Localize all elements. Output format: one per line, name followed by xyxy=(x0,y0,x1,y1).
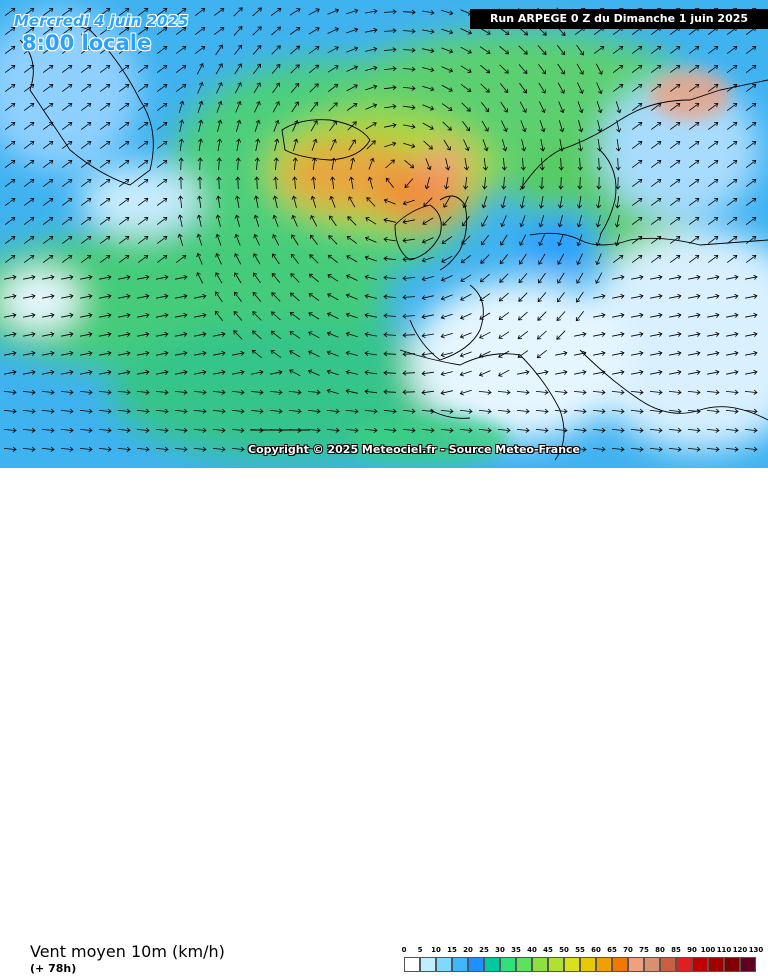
map-title: Vent moyen 10m (km/h) xyxy=(30,942,225,961)
legend-label: 0 xyxy=(402,946,407,954)
forecast-time: 8:00 locale xyxy=(22,31,151,55)
legend-swatch xyxy=(516,957,532,972)
legend-label: 130 xyxy=(749,946,764,954)
legend-swatch xyxy=(564,957,580,972)
legend-label: 40 xyxy=(527,946,537,954)
legend-label: 20 xyxy=(463,946,473,954)
legend-label: 15 xyxy=(447,946,457,954)
legend-label: 55 xyxy=(575,946,585,954)
legend-label: 75 xyxy=(639,946,649,954)
legend-swatch xyxy=(724,957,740,972)
copyright-text: Copyright © 2025 Meteociel.fr - Source M… xyxy=(248,443,580,456)
legend-label: 120 xyxy=(733,946,748,954)
legend-swatch xyxy=(436,957,452,972)
legend-swatch xyxy=(468,957,484,972)
legend-label: 100 xyxy=(701,946,716,954)
legend-swatch xyxy=(612,957,628,972)
legend-swatch xyxy=(596,957,612,972)
legend-swatch xyxy=(708,957,724,972)
legend-label: 70 xyxy=(623,946,633,954)
lead-time: (+ 78h) xyxy=(30,962,76,975)
legend-label: 50 xyxy=(559,946,569,954)
legend-swatch xyxy=(500,957,516,972)
legend-swatch xyxy=(676,957,692,972)
legend-swatch xyxy=(660,957,676,972)
legend-swatch xyxy=(532,957,548,972)
legend-label: 60 xyxy=(591,946,601,954)
legend-swatch xyxy=(484,957,500,972)
legend-swatch xyxy=(580,957,596,972)
legend-label: 10 xyxy=(431,946,441,954)
model-run-label: Run ARPEGE 0 Z du Dimanche 1 juin 2025 xyxy=(470,9,768,29)
legend-swatch xyxy=(548,957,564,972)
legend-swatch xyxy=(420,957,436,972)
legend-swatch xyxy=(692,957,708,972)
wind-field-svg xyxy=(0,0,768,468)
legend-label: 110 xyxy=(717,946,732,954)
legend-swatch xyxy=(644,957,660,972)
wind-map: Mercredi 4 juin 2025 8:00 locale Run ARP… xyxy=(0,0,768,468)
legend-label: 35 xyxy=(511,946,521,954)
legend-label: 90 xyxy=(687,946,697,954)
legend-label: 80 xyxy=(655,946,665,954)
legend-swatch xyxy=(404,957,420,972)
legend-label: 85 xyxy=(671,946,681,954)
legend-swatches xyxy=(404,957,756,973)
legend-swatch xyxy=(452,957,468,972)
legend-label: 5 xyxy=(418,946,423,954)
legend-label: 65 xyxy=(607,946,617,954)
legend-swatch xyxy=(628,957,644,972)
forecast-date: Mercredi 4 juin 2025 xyxy=(14,12,188,30)
legend-swatch xyxy=(740,957,756,972)
legend-label: 30 xyxy=(495,946,505,954)
legend-label: 25 xyxy=(479,946,489,954)
legend-label: 45 xyxy=(543,946,553,954)
